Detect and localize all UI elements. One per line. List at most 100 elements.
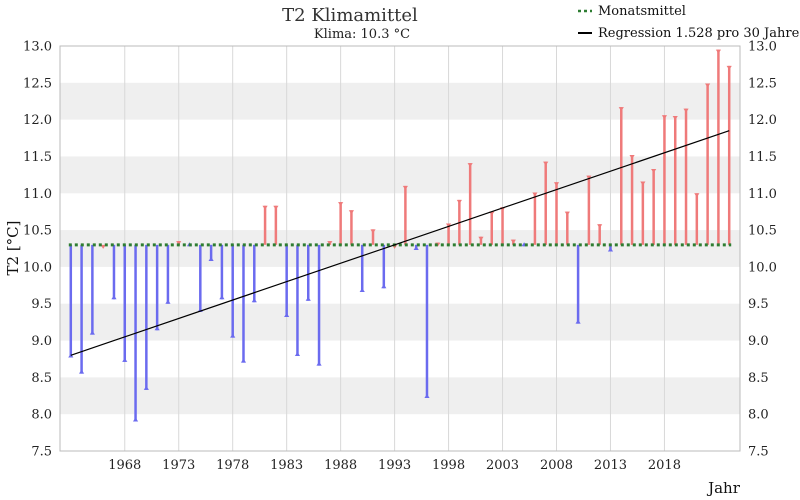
bar-cap <box>618 107 624 112</box>
bar-cap <box>510 239 516 244</box>
x-tick-label: 2018 <box>648 458 681 473</box>
background-band <box>60 230 740 267</box>
bar-cap <box>543 161 549 166</box>
bar-cap <box>726 65 732 70</box>
legend-monthly-label: Monatsmittel <box>598 4 686 19</box>
y-tick-label-left: 7.5 <box>31 445 52 460</box>
background-band <box>60 82 740 120</box>
y-tick-label-left: 12.5 <box>23 76 52 91</box>
bar-cap <box>586 175 592 180</box>
x-tick-label: 1978 <box>216 458 249 473</box>
x-tick-label: 1973 <box>162 458 195 473</box>
y-tick-label-right: 10.0 <box>748 260 777 275</box>
bar-cap <box>413 245 419 250</box>
y-tick-label-right: 12.0 <box>748 113 777 128</box>
bar-cap <box>68 353 74 358</box>
regression-line <box>70 130 730 356</box>
bar-cap <box>89 330 95 335</box>
bar-cap <box>575 319 581 324</box>
bar-cap <box>316 361 322 366</box>
bar-cap <box>607 247 614 252</box>
bar-cap <box>629 154 635 159</box>
bar-cap <box>165 299 171 304</box>
bar-cap <box>651 168 657 173</box>
bar-cap <box>359 287 365 292</box>
bar-cap <box>78 369 85 374</box>
bars <box>68 49 732 422</box>
x-tick-label: 1998 <box>432 458 465 473</box>
bar-cap <box>402 185 408 190</box>
bar-cap <box>230 333 236 338</box>
bar-cap <box>532 192 538 197</box>
bar-cap <box>327 241 333 246</box>
x-tick-label: 1993 <box>378 458 411 473</box>
chart-title: T2 Klimamittel <box>282 5 418 26</box>
y-tick-label-right: 13.0 <box>748 40 777 55</box>
chart-subtitle: Klima: 10.3 °C <box>314 27 410 42</box>
bar-cap <box>111 295 117 300</box>
bar-cap <box>705 83 711 88</box>
y-tick-label-right: 8.0 <box>748 408 769 423</box>
bar-cap <box>122 357 128 362</box>
legend: Monatsmittel Regression 1.528 pro 30 Jah… <box>578 4 800 41</box>
bar-cap <box>154 326 160 331</box>
y-tick-label-right: 12.5 <box>748 76 777 91</box>
y-tick-label-left: 9.0 <box>31 334 52 349</box>
y-ticks-left: 7.5 8.0 8.5 9.0 9.5 10.0 10.5 11.0 11.5 12.0 12.5 1… <box>23 40 52 460</box>
bar-cap <box>251 298 257 303</box>
y-tick-label-right: 7.5 <box>748 445 769 460</box>
x-tick-label: 2008 <box>540 458 573 473</box>
x-tick-label: 1983 <box>270 458 303 473</box>
bar-cap <box>338 202 344 207</box>
bar-cap <box>467 163 473 168</box>
bar-cap <box>661 115 668 120</box>
background-band <box>60 156 740 194</box>
bar-cap <box>424 393 430 398</box>
bar-cap <box>553 182 560 187</box>
y-tick-label-left: 11.5 <box>23 150 52 165</box>
x-tick-label: 2013 <box>594 458 627 473</box>
y-tick-label-left: 10.0 <box>23 260 52 275</box>
x-axis-label: Jahr <box>706 479 741 497</box>
x-tick-label: 2003 <box>486 458 519 473</box>
legend-regression-label: Regression 1.528 pro 30 Jahre <box>598 26 800 41</box>
y-axis-label: T2 [°C] <box>4 221 22 276</box>
bar-cap <box>208 257 214 262</box>
y-tick-label-right: 11.5 <box>748 150 777 165</box>
bar-cap <box>672 115 678 120</box>
bar-cap <box>273 205 279 210</box>
background-band <box>60 377 740 415</box>
y-tick-label-right: 11.0 <box>748 187 777 202</box>
bar-cap <box>370 229 376 234</box>
plot-frame <box>59 45 741 452</box>
y-tick-label-left: 10.5 <box>23 224 52 239</box>
y-tick-label-left: 12.0 <box>23 113 52 128</box>
bar-cap <box>445 223 452 228</box>
background-band <box>60 303 740 341</box>
bar-cap <box>564 211 570 216</box>
y-ticks-right: 7.5 8.0 8.5 9.0 9.5 10.0 10.5 11.0 11.5 12.0 12.5 1… <box>748 40 777 460</box>
bar-cap <box>715 49 722 54</box>
bar-cap <box>456 199 462 204</box>
x-ticks: 1968 1973 1978 1983 1988 1993 1998 2003 2008 2013… <box>108 458 681 473</box>
y-tick-label-right: 9.5 <box>748 297 769 312</box>
y-tick-label-right: 10.5 <box>748 224 777 239</box>
y-tick-label-left: 13.0 <box>23 40 52 55</box>
y-tick-label-left: 11.0 <box>23 187 52 202</box>
bar-cap <box>478 236 484 241</box>
y-tick-label-right: 9.0 <box>748 334 769 349</box>
bar-cap <box>240 358 247 363</box>
x-tick-label: 1968 <box>108 458 141 473</box>
bar-cap <box>132 417 139 422</box>
bar-cap <box>219 295 225 300</box>
bar-cap <box>284 312 290 317</box>
bar-cap <box>640 181 646 186</box>
y-tick-label-left: 8.0 <box>31 408 52 423</box>
y-tick-label-left: 8.5 <box>31 371 52 386</box>
y-tick-label-right: 8.5 <box>748 371 769 386</box>
bar-cap <box>381 284 387 289</box>
bar-cap <box>262 205 268 210</box>
bar-cap <box>305 296 311 301</box>
